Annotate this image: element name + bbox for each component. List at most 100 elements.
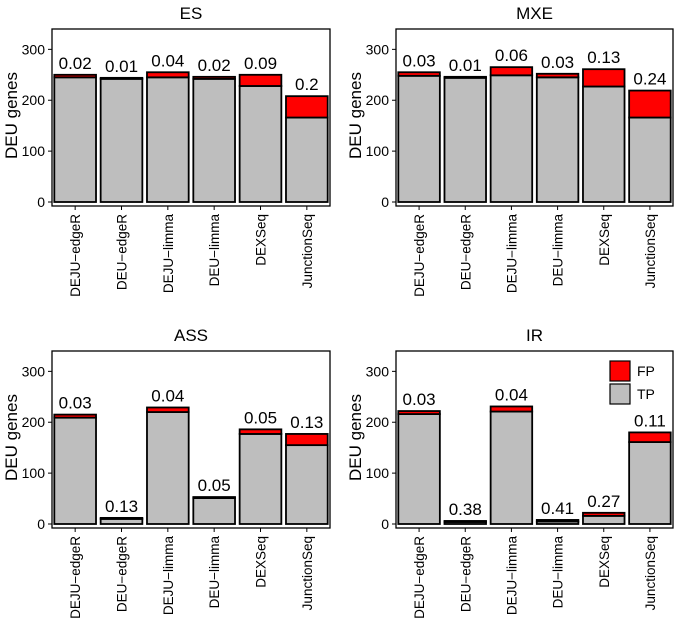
y-axis-label: DEU genes [2, 394, 21, 481]
y-tick-label: 0 [381, 194, 389, 210]
y-tick-label: 0 [37, 194, 45, 210]
y-axis-label: DEU genes [2, 72, 21, 159]
bar-label: 0.38 [449, 500, 482, 519]
bar-label: 0.03 [403, 51, 436, 70]
bar-tp [192, 497, 236, 525]
bar-tp [146, 411, 190, 525]
y-axis-label: DEU genes [346, 72, 365, 159]
legend-swatch-fp [609, 360, 631, 382]
y-tick-label: 200 [22, 414, 46, 430]
legend-swatch-tp [609, 383, 631, 405]
bar-label: 0.01 [449, 56, 482, 75]
x-tick-label: DEU−edgeR [458, 536, 473, 612]
bar-tp [285, 116, 329, 203]
x-tick-label: DEJU−limma [504, 536, 519, 616]
x-tick-label: JunctionSeq [300, 214, 315, 288]
y-tick-label: 200 [22, 92, 46, 108]
bar-fp [397, 410, 441, 415]
x-tick-label: DEJU−edgeR [68, 214, 83, 297]
bar-fp [99, 76, 144, 80]
bar-fp [285, 95, 329, 119]
y-tick-label: 300 [22, 41, 46, 57]
bar-fp [146, 406, 190, 413]
x-tick-label: DEU−limma [207, 536, 222, 609]
x-tick-label: DEXSeq [597, 214, 612, 266]
bar-label: 0.27 [587, 492, 620, 511]
x-tick-label: DEU−limma [551, 214, 566, 287]
bar-tp [582, 85, 626, 203]
bar-tp [285, 444, 329, 525]
x-tick-label: DEJU−edgeR [412, 214, 427, 297]
bar-fp [285, 433, 329, 447]
panel-frame [51, 28, 331, 207]
bar-tp [53, 76, 97, 203]
x-tick-label: DEXSeq [254, 214, 269, 266]
x-tick-label: DEU−edgeR [458, 214, 473, 290]
bar-tp [99, 77, 144, 203]
x-tick-label: DEJU−limma [504, 214, 519, 294]
bar-fp [443, 75, 487, 79]
bar-tp [146, 76, 190, 203]
panel-title: MXE [516, 4, 553, 23]
bar-label: 0.05 [198, 476, 231, 495]
bar-fp [146, 71, 190, 79]
y-tick-label: 0 [37, 516, 45, 532]
bar-fp [99, 516, 144, 520]
x-tick-label: JunctionSeq [643, 536, 658, 610]
bar-fp [397, 71, 441, 77]
bar-fp [489, 66, 534, 77]
panel-frame [51, 350, 331, 529]
bar-label: 0.11 [634, 411, 666, 430]
x-tick-label: DEJU−edgeR [68, 536, 83, 619]
legend-label-tp: TP [637, 386, 655, 402]
bar-tp [489, 74, 534, 203]
bar-fp [443, 520, 487, 523]
x-tick-label: DEU−limma [207, 214, 222, 287]
panel-frame [395, 350, 674, 529]
bar-tp [397, 74, 441, 203]
bar-fp [192, 496, 236, 499]
bar-label: 0.04 [151, 386, 184, 405]
y-tick-label: 300 [366, 41, 390, 57]
bar-fp [53, 73, 97, 79]
bar-tp [238, 433, 283, 525]
y-tick-label: 200 [366, 92, 390, 108]
bar-label: 0.04 [495, 385, 528, 404]
bar-label: 0.13 [290, 413, 323, 432]
bar-label: 0.03 [403, 390, 436, 409]
bar-fp [535, 519, 580, 523]
x-tick-label: DEJU−edgeR [412, 536, 427, 619]
bar-tp [628, 116, 672, 203]
bar-fp [628, 89, 672, 119]
y-tick-label: 0 [381, 516, 389, 532]
bar-fp [238, 73, 283, 87]
legend-label-fp: FP [637, 363, 655, 379]
x-tick-label: DEXSeq [254, 536, 269, 588]
bar-fp [582, 68, 626, 88]
y-tick-label: 300 [366, 363, 390, 379]
y-tick-label: 100 [22, 143, 46, 159]
bar-label: 0.02 [59, 54, 92, 73]
bar-label: 0.02 [198, 56, 231, 75]
x-tick-label: DEJU−limma [161, 536, 176, 616]
bar-tp [535, 76, 580, 203]
y-tick-label: 300 [22, 363, 46, 379]
bar-label: 0.13 [105, 497, 138, 516]
x-tick-label: JunctionSeq [643, 214, 658, 288]
bar-label: 0.09 [244, 54, 277, 73]
bar-fp [582, 511, 626, 517]
bar-label: 0.03 [541, 53, 574, 72]
bar-tp [582, 514, 626, 525]
panel-frame [395, 28, 674, 207]
y-tick-label: 200 [366, 414, 390, 430]
y-tick-label: 100 [22, 465, 46, 481]
bar-label: 0.03 [59, 394, 92, 413]
bar-label: 0.04 [151, 51, 184, 70]
bar-label: 0.05 [244, 408, 277, 427]
bar-label: 0.13 [587, 48, 620, 67]
bar-fp [238, 428, 283, 435]
y-tick-label: 100 [366, 143, 390, 159]
panel-title: IR [526, 326, 543, 345]
bar-label: 0.24 [633, 70, 666, 89]
